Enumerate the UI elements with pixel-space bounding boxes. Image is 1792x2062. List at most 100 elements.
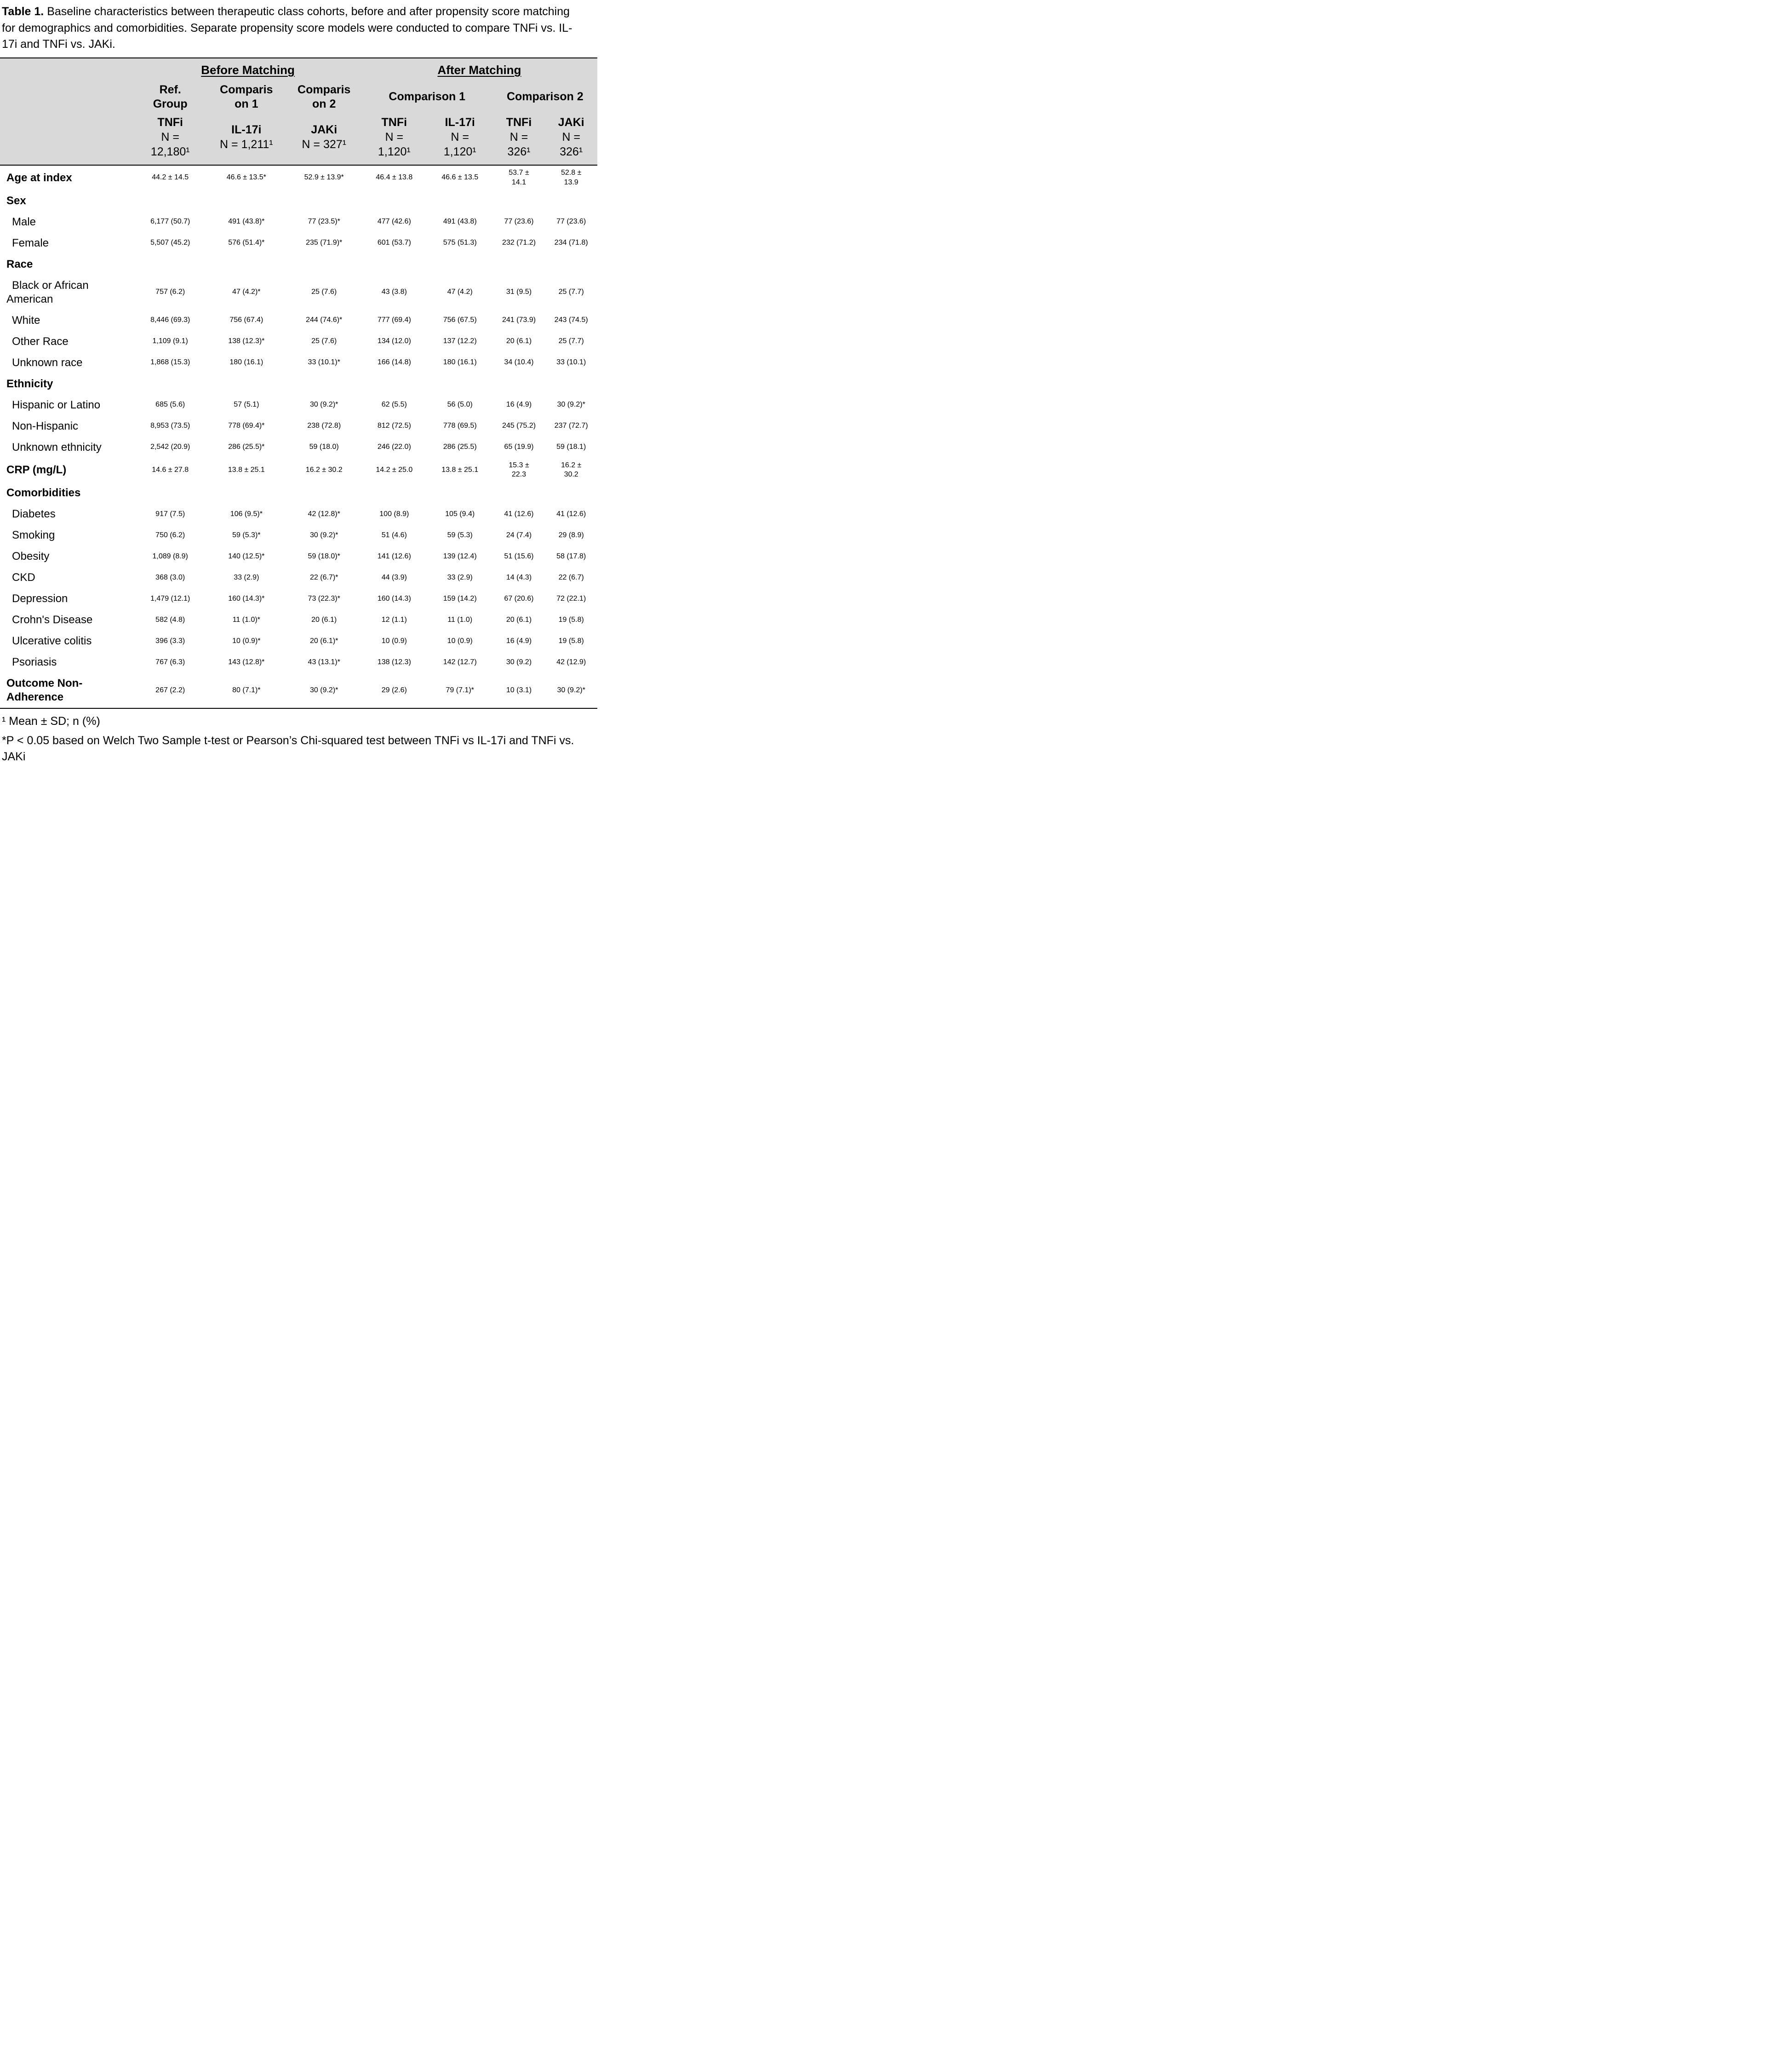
data-cell: 30 (9.2) <box>506 658 532 666</box>
table-row: Depression 1,479 (12.1) 160 (14.3)* 73 (22.… <box>0 588 597 609</box>
data-cell: 267 (2.2) <box>155 686 185 694</box>
data-cell: 33 (2.9) <box>234 573 259 581</box>
table-row: Unknown race 1,868 (15.3) 180 (16.1) 33 (10… <box>0 352 597 373</box>
col-header-tnfi-after1: TNFi N = 1,120¹ <box>361 112 427 165</box>
table-row: Unknown ethnicity 2,542 (20.9) 286 (25.5)*… <box>0 437 597 458</box>
section-row: Race <box>0 254 597 275</box>
data-cell: 16 (4.9) <box>506 637 532 645</box>
cohort-drug-label: TNFi <box>506 116 532 129</box>
data-cell: 750 (6.2) <box>155 531 185 539</box>
table-row: Smoking 750 (6.2) 59 (5.3)* 30 (9.2)* 51 (4.… <box>0 525 597 546</box>
data-cell: 159 (14.2) <box>443 594 477 603</box>
table-row: Obesity 1,089 (8.9) 140 (12.5)* 59 (18.0)* 1… <box>0 546 597 567</box>
data-cell: 31 (9.5) <box>506 288 532 296</box>
data-cell: 10 (0.9)* <box>232 637 261 645</box>
table-row: CRP (mg/L) 14.6 ± 27.8 13.8 ± 25.1 16.2 ± 3… <box>0 458 597 483</box>
data-cell: 757 (6.2) <box>155 288 185 296</box>
row-label: Hispanic or Latino <box>12 398 101 411</box>
row-label: Ethnicity <box>6 377 53 390</box>
data-cell: 235 (71.9)* <box>306 239 343 247</box>
cohort-n-label: N = 327¹ <box>302 138 346 151</box>
table-row: Age at index 44.2 ± 14.5 46.6 ± 13.5* 52.9 … <box>0 165 597 190</box>
after-comparison2-header: Comparison 2 <box>493 79 597 113</box>
data-cell: 30 (9.2)* <box>557 401 585 409</box>
data-cell: 134 (12.0) <box>377 337 411 345</box>
data-cell: 6,177 (50.7) <box>150 218 190 226</box>
row-label: Diabetes <box>12 508 56 521</box>
data-cell: 56 (5.0) <box>447 401 473 409</box>
data-cell: 22 (6.7) <box>558 573 584 581</box>
table-row: Psoriasis 767 (6.3) 143 (12.8)* 43 (13.1)* 1… <box>0 652 597 673</box>
data-cell: 33 (2.9) <box>447 573 473 581</box>
document-page: Table 1. Baseline characteristics betwee… <box>0 0 597 775</box>
data-cell: 491 (43.8) <box>443 218 477 226</box>
data-cell: 51 (15.6) <box>504 552 534 560</box>
row-label: CRP (mg/L) <box>6 464 67 477</box>
data-cell: 756 (67.5) <box>443 316 477 324</box>
data-cell: 368 (3.0) <box>155 573 185 581</box>
data-cell: 79 (7.1)* <box>446 686 474 694</box>
data-cell: 25 (7.6) <box>311 337 337 345</box>
data-cell: 491 (43.8)* <box>228 218 265 226</box>
col-header-tnfi-after2: TNFi N = 326¹ <box>493 112 545 165</box>
cohort-drug-label: IL-17i <box>231 123 262 136</box>
table-number: Table 1. <box>2 5 44 18</box>
data-cell: 238 (72.8) <box>307 422 341 430</box>
cohort-drug-label: JAKi <box>311 123 338 136</box>
section-row: Sex <box>0 190 597 212</box>
row-label: Depression <box>12 592 68 605</box>
data-cell: 10 (3.1) <box>506 686 532 694</box>
data-cell: 16.2 ± 30.2 <box>561 461 582 479</box>
cohort-drug-label: IL-17i <box>445 116 475 129</box>
row-label: Comorbidities <box>6 487 81 500</box>
after-matching-label: After Matching <box>437 63 521 77</box>
row-label: Race <box>6 258 33 270</box>
table-row: White 8,446 (69.3) 756 (67.4) 244 (74.6)* 77… <box>0 310 597 331</box>
data-cell: 286 (25.5) <box>443 443 477 451</box>
data-cell: 20 (6.1) <box>311 615 337 624</box>
data-cell: 59 (5.3)* <box>232 531 261 539</box>
data-cell: 396 (3.3) <box>155 637 185 645</box>
row-label: Age at index <box>6 171 72 184</box>
data-cell: 140 (12.5)* <box>228 552 265 560</box>
before-comparison1-label: Comparison 1 <box>220 83 273 110</box>
data-cell: 14.2 ± 25.0 <box>376 465 413 474</box>
data-cell: 246 (22.0) <box>377 443 411 451</box>
data-cell: 10 (0.9) <box>447 637 473 645</box>
data-cell: 41 (12.6) <box>556 510 586 518</box>
data-cell: 25 (7.7) <box>558 337 584 345</box>
caption-text: Baseline characteristics between therape… <box>2 5 573 51</box>
data-cell: 685 (5.6) <box>155 401 185 409</box>
data-cell: 812 (72.5) <box>377 422 411 430</box>
row-label: Smoking <box>12 529 55 542</box>
footnotes: ¹ Mean ± SD; n (%) *P < 0.05 based on We… <box>0 709 597 775</box>
data-cell: 2,542 (20.9) <box>150 443 190 451</box>
matching-group-row: Before Matching After Matching <box>0 58 597 79</box>
data-cell: 77 (23.6) <box>504 218 534 226</box>
table-row: Hispanic or Latino 685 (5.6) 57 (5.1) 30 (9… <box>0 395 597 416</box>
data-cell: 14 (4.3) <box>506 573 532 581</box>
data-cell: 243 (74.5) <box>554 316 588 324</box>
data-cell: 245 (75.2) <box>502 422 536 430</box>
footnote-mean-sd: ¹ Mean ± SD; n (%) <box>2 715 100 728</box>
data-cell: 22 (6.7)* <box>310 573 338 581</box>
data-cell: 44.2 ± 14.5 <box>152 173 189 182</box>
table-row: Female 5,507 (45.2) 576 (51.4)* 235 (71.9)*… <box>0 233 597 254</box>
section-row: Ethnicity <box>0 373 597 395</box>
table-row: Outcome Non-Adherence 267 (2.2) 80 (7.1)* 3… <box>0 673 597 708</box>
data-cell: 166 (14.8) <box>377 358 411 367</box>
col-header-jaki-before: JAKi N = 327¹ <box>287 112 361 165</box>
data-cell: 77 (23.6) <box>556 218 586 226</box>
data-cell: 582 (4.8) <box>155 615 185 624</box>
cohort-n-label: N = 1,120¹ <box>378 131 411 158</box>
data-cell: 241 (73.9) <box>502 316 536 324</box>
cohort-n-label: N = 12,180¹ <box>150 131 190 158</box>
table-header: Before Matching After Matching Ref. Grou… <box>0 57 597 165</box>
data-cell: 30 (9.2)* <box>310 531 338 539</box>
data-cell: 576 (51.4)* <box>228 239 265 247</box>
cohort-n-label: N = 1,120¹ <box>443 131 476 158</box>
data-cell: 43 (13.1)* <box>308 658 340 666</box>
data-cell: 25 (7.6) <box>311 288 337 296</box>
data-cell: 160 (14.3) <box>377 594 411 603</box>
data-cell: 59 (18.0) <box>309 443 339 451</box>
